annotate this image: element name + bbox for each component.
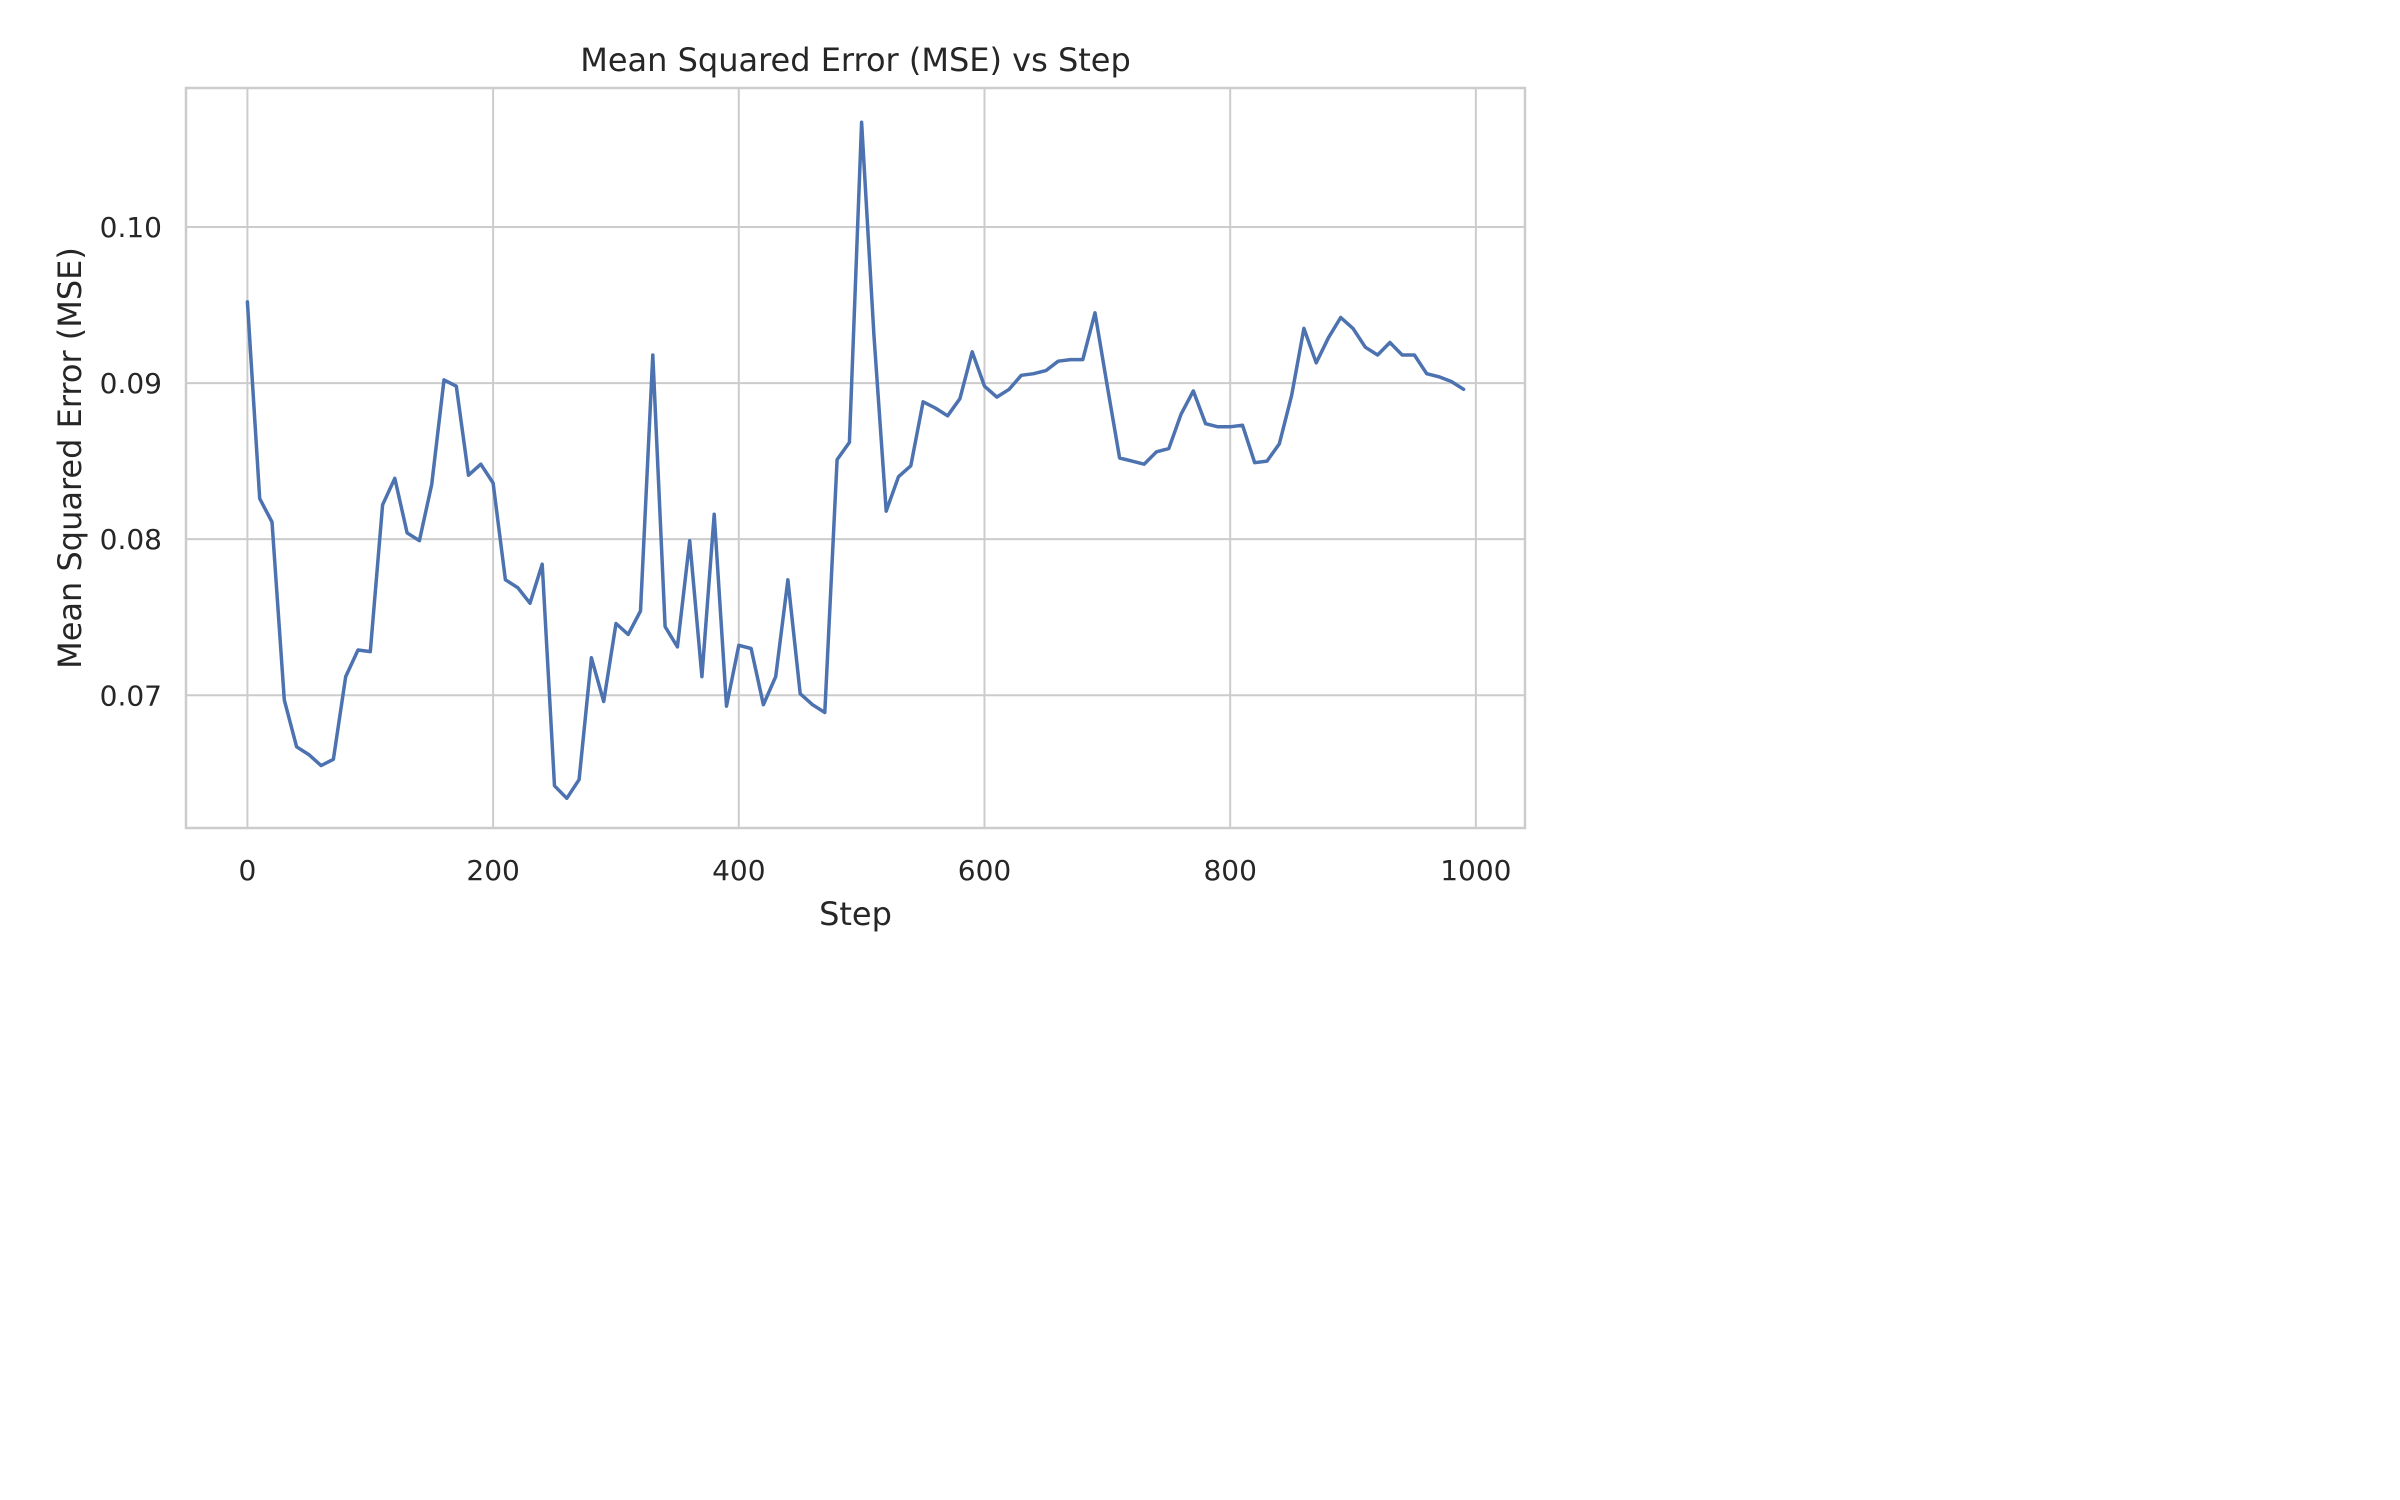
mse-line-chart: 0 200 400 600 800 1000 0.07 0.08 0.09 0.10 Mean …	[51, 41, 1527, 933]
x-tick-label: 200	[466, 854, 519, 887]
y-tick-label: 0.07	[100, 679, 162, 712]
gridlines	[186, 88, 1525, 828]
x-tick-label: 400	[712, 854, 765, 887]
y-tick-labels: 0.07 0.08 0.09 0.10	[100, 211, 162, 712]
series-layer	[245, 120, 1466, 801]
x-tick-label: 800	[1203, 854, 1256, 887]
x-tick-label: 1000	[1440, 854, 1511, 887]
y-tick-label: 0.10	[100, 211, 162, 244]
mse-series-line	[245, 120, 1466, 801]
chart-title: Mean Squared Error (MSE) vs Step	[580, 41, 1131, 79]
y-axis-label: Mean Squared Error (MSE)	[51, 247, 89, 669]
x-axis-label: Step	[819, 895, 892, 933]
plot-frame	[184, 86, 1527, 830]
x-tick-label: 600	[958, 854, 1011, 887]
x-tick-label: 0	[239, 854, 257, 887]
x-tick-labels: 0 200 400 600 800 1000	[239, 854, 1512, 887]
y-tick-label: 0.09	[100, 367, 162, 400]
y-tick-label: 0.08	[100, 523, 162, 556]
